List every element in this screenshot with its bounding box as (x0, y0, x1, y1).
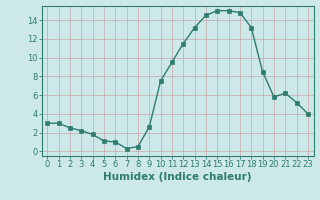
X-axis label: Humidex (Indice chaleur): Humidex (Indice chaleur) (103, 172, 252, 182)
